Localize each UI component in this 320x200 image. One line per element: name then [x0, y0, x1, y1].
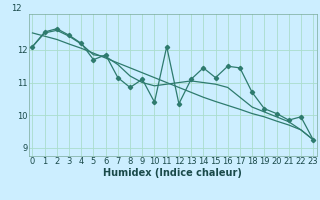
X-axis label: Humidex (Indice chaleur): Humidex (Indice chaleur)	[103, 168, 242, 178]
Text: 12: 12	[12, 4, 22, 13]
